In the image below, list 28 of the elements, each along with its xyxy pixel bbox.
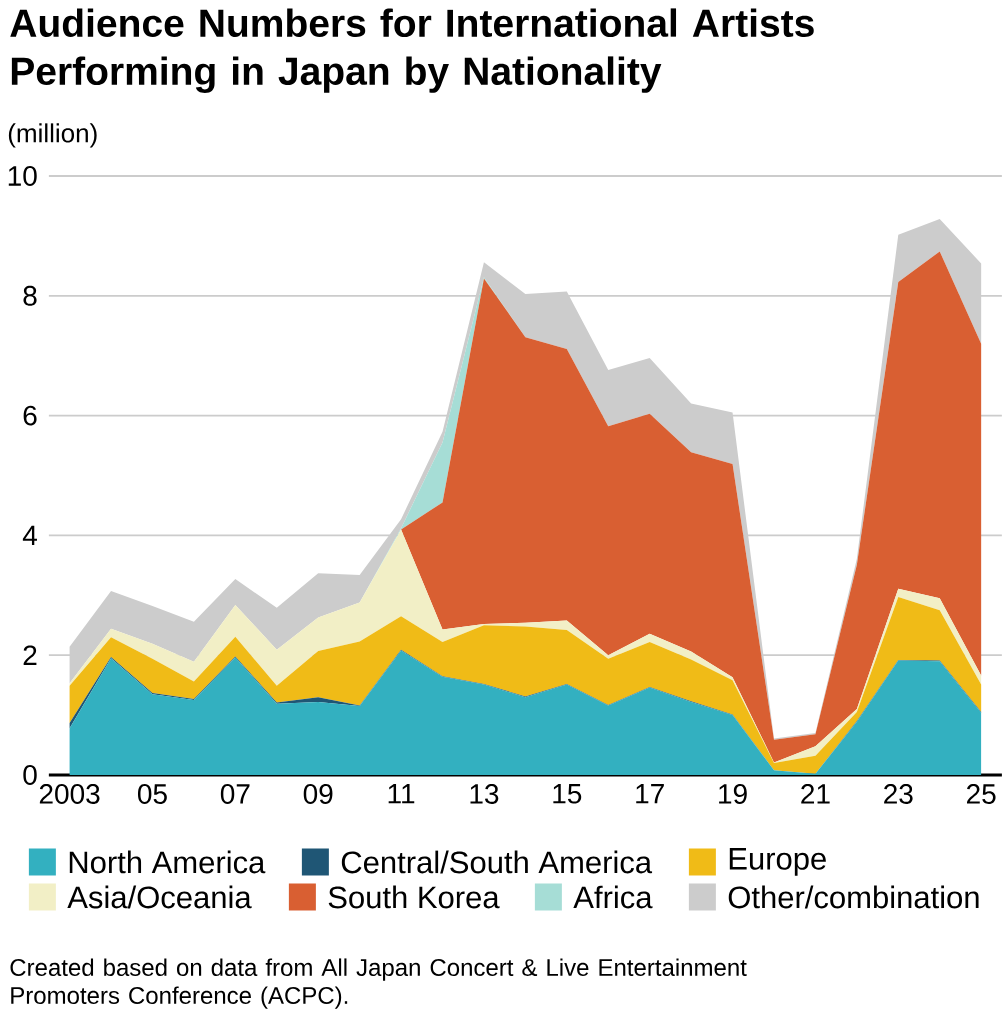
x-tick-label: 21 xyxy=(801,784,830,804)
y-tick-label: 10 xyxy=(8,166,37,186)
x-tick-label: 09 xyxy=(303,784,333,804)
y-axis-title: (million) xyxy=(8,123,97,148)
x-tick-label: 25 xyxy=(967,784,996,804)
legend-label: North America xyxy=(69,850,266,874)
legend-label: Europe xyxy=(729,848,826,876)
y-tick-label: 4 xyxy=(22,525,38,546)
x-tick-label: 19 xyxy=(719,784,747,804)
y-tick-label: 2 xyxy=(23,645,37,665)
y-tick-label: 6 xyxy=(23,405,37,426)
y-tick-label: 8 xyxy=(23,285,37,306)
legend-label: Central/South America xyxy=(341,850,653,874)
legend-label: Asia/Oceania xyxy=(67,885,252,909)
x-tick-label: 17 xyxy=(636,784,664,804)
legend-label: Other/combination xyxy=(728,885,979,909)
legend-label: Africa xyxy=(573,885,653,909)
legend-label: South Korea xyxy=(328,885,500,909)
x-tick-label: 13 xyxy=(470,784,499,804)
chart-title: Audience Numbers for International Artists Performing in Japan by Nationality xyxy=(10,8,814,93)
x-tick-label: 11 xyxy=(388,784,415,804)
x-tick-label: 15 xyxy=(553,784,582,804)
x-tick-label: 2003 xyxy=(39,784,100,804)
x-tick-label: 23 xyxy=(884,784,913,804)
x-tick-label: 07 xyxy=(220,784,250,804)
text: Created based on data from All Japan Concert & Live Entertainment Promoters Conference (ACPC). xyxy=(10,958,747,1009)
y-tick-label: 0 xyxy=(23,765,37,785)
x-tick-label: 05 xyxy=(138,784,167,804)
